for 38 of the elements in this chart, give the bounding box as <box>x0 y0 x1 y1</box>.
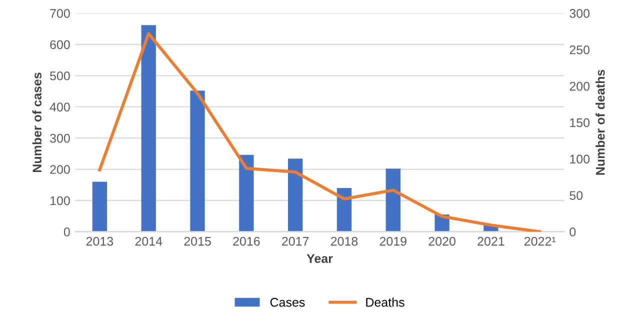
bar <box>239 154 254 232</box>
x-tick-label: 2014 <box>135 236 162 246</box>
y2-tick-label: 100 <box>570 154 590 164</box>
y-tick-label: 300 <box>50 134 70 143</box>
y2-tick-label: 0 <box>570 228 576 236</box>
x-tick-label: 2021 <box>478 236 504 246</box>
y2-tick-label: 300 <box>570 9 590 18</box>
x-tick-label: 2022¹ <box>524 236 556 246</box>
y-tick-label: 200 <box>50 165 70 174</box>
x-tick-label: 2019 <box>380 236 406 246</box>
bar <box>288 158 303 232</box>
bar <box>92 182 108 232</box>
legend-label: Deaths <box>366 298 404 307</box>
x-tick-label: 2013 <box>86 236 114 246</box>
legend-label: Cases <box>270 298 305 307</box>
y-tick-label: 400 <box>50 102 70 112</box>
x-axis-title: Year <box>306 254 333 263</box>
line-series <box>98 32 542 232</box>
x-tick-label: 2015 <box>184 236 211 246</box>
y-tick-label: 100 <box>50 196 70 206</box>
x-tick-label: 2020 <box>428 236 456 246</box>
x-tick-label: 2018 <box>330 236 358 246</box>
y2-tick-label: 200 <box>570 82 590 91</box>
bar <box>190 90 205 232</box>
y-tick-label: 700 <box>50 9 70 18</box>
y2-axis-title: Number of deaths <box>596 70 605 175</box>
y-tick-label: 600 <box>50 40 70 50</box>
y-tick-label: 0 <box>64 228 70 236</box>
y-tick-label: 500 <box>50 71 70 80</box>
y2-tick-label: 150 <box>570 118 590 128</box>
y2-tick-label: 50 <box>570 191 583 200</box>
bar <box>141 25 156 232</box>
x-tick-label: 2017 <box>282 236 309 246</box>
bar <box>336 188 352 232</box>
x-tick-label: 2016 <box>233 236 260 246</box>
y-axis-title: Number of cases <box>32 72 42 172</box>
bar <box>386 168 400 232</box>
y2-tick-label: 250 <box>570 45 590 54</box>
